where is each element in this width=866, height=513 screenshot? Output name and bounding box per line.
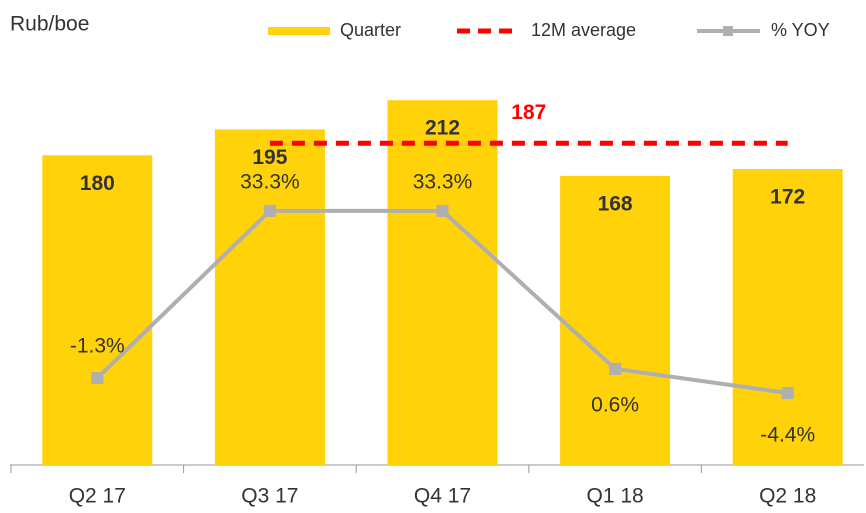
bar-label: 195 [252,146,287,169]
x-tick-label: Q2 18 [759,485,816,508]
yoy-marker [781,387,794,400]
y-axis-label: Rub/boe [10,13,89,36]
legend-label: % YOY [771,20,830,40]
bar [42,155,153,465]
legend-label: Quarter [340,20,401,40]
bar-label: 180 [80,172,115,195]
yoy-label: 0.6% [591,393,639,416]
bar-label: 212 [425,117,460,140]
x-tick-label: Q3 17 [241,485,298,508]
legend-label: 12M average [531,20,636,40]
legend-swatch [268,27,330,35]
x-tick-label: Q4 17 [414,485,471,508]
bar [387,100,498,465]
yoy-label: -4.4% [760,424,815,447]
yoy-label: 33.3% [240,170,300,193]
yoy-marker [263,204,276,217]
bar-label: 172 [770,186,805,209]
yoy-marker [436,204,449,217]
legend-swatch [723,26,733,36]
yoy-label: -1.3% [70,335,125,358]
bar [732,169,843,465]
x-tick-label: Q2 17 [69,485,126,508]
yoy-marker [609,362,622,375]
bar-label: 168 [598,192,633,215]
yoy-marker [91,372,104,385]
x-tick-label: Q1 18 [586,485,643,508]
bar [214,129,325,466]
average-label: 187 [511,101,546,124]
yoy-label: 33.3% [413,170,473,193]
bar [560,175,671,465]
